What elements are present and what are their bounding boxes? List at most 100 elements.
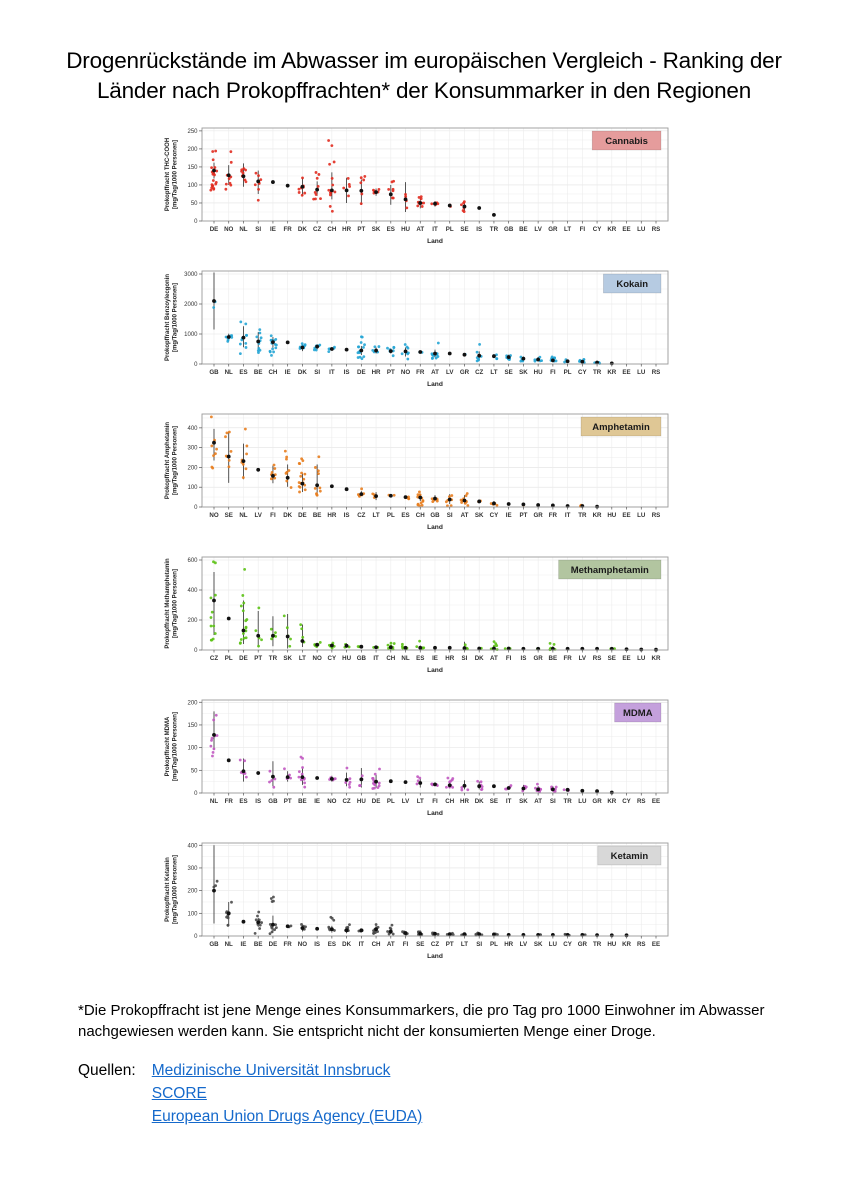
data-points [209, 415, 599, 509]
svg-text:HU: HU [401, 226, 410, 233]
svg-text:HU: HU [607, 512, 616, 519]
source-link-euda[interactable]: European Union Drugs Agency (EUDA) [151, 1107, 423, 1125]
svg-text:DE: DE [357, 369, 366, 376]
data-points [212, 845, 629, 937]
svg-text:0: 0 [194, 934, 198, 940]
svg-text:LU: LU [637, 369, 646, 376]
plot-grid [202, 699, 668, 794]
svg-text:CZ: CZ [210, 655, 218, 662]
page-title-line1: Drogenrückstände im Abwasser im europäis… [66, 48, 782, 73]
svg-text:DK: DK [298, 226, 307, 233]
svg-text:BE: BE [254, 941, 263, 948]
svg-text:RS: RS [637, 941, 646, 948]
svg-text:HR: HR [342, 226, 351, 233]
chart-svg: 0 100 200 300 400 NO SE NL LV FI DK DE BE HR IS CZ LT PL E… [165, 413, 669, 531]
svg-text:FR: FR [549, 512, 558, 519]
y-axis-units: [mg/Tag/1000 Personen] [173, 569, 179, 638]
svg-text:GR: GR [548, 226, 558, 233]
svg-text:LT: LT [373, 512, 380, 519]
svg-text:SE: SE [505, 369, 513, 376]
source-link-score[interactable]: SCORE [151, 1084, 207, 1102]
svg-text:EE: EE [622, 512, 630, 519]
y-axis-units: [mg/Tag/1000 Personen] [173, 283, 179, 352]
source-link-med-uni-innsbruck[interactable]: Medizinische Universität Innsbruck [151, 1061, 391, 1079]
svg-text:SK: SK [283, 655, 292, 662]
svg-text:IS: IS [344, 369, 350, 376]
svg-text:LT: LT [564, 226, 571, 233]
svg-text:HR: HR [445, 655, 454, 662]
svg-text:NO: NO [224, 226, 233, 233]
svg-text:PT: PT [387, 369, 395, 376]
svg-text:300: 300 [187, 445, 198, 451]
svg-text:GB: GB [268, 798, 278, 805]
svg-text:FI: FI [403, 941, 409, 948]
svg-text:LT: LT [461, 941, 468, 948]
svg-text:Methamphetamin: Methamphetamin [571, 565, 649, 576]
svg-text:ES: ES [416, 655, 424, 662]
y-axis: 0 50 100 150 200 250 [187, 129, 202, 225]
x-axis-title: Land [427, 381, 443, 388]
x-axis-title: Land [427, 524, 443, 531]
svg-text:DE: DE [269, 941, 278, 948]
footnote: *Die Prokopffracht ist jene Menge eines … [78, 1000, 798, 1042]
svg-text:GR: GR [533, 512, 543, 519]
svg-text:FR: FR [225, 798, 234, 805]
y-axis-units: [mg/Tag/1000 Personen] [173, 426, 179, 495]
svg-text:IS: IS [520, 655, 526, 662]
svg-text:IT: IT [565, 512, 571, 519]
data-points [209, 138, 496, 217]
svg-text:LV: LV [534, 226, 542, 233]
svg-text:TR: TR [593, 941, 602, 948]
svg-text:PT: PT [284, 798, 292, 805]
chart-methamphetamin: 0 200 400 600 CZ PL DE PT TR SK LT NO CY HU GB IT CH NL ES… [156, 550, 848, 690]
svg-text:SE: SE [490, 798, 498, 805]
svg-text:CZ: CZ [342, 798, 350, 805]
svg-text:CY: CY [622, 798, 631, 805]
svg-text:TR: TR [578, 512, 587, 519]
svg-text:LU: LU [637, 512, 646, 519]
svg-text:GR: GR [592, 798, 602, 805]
svg-text:200: 200 [187, 147, 198, 153]
legend: Methamphetamin [558, 559, 662, 580]
svg-text:0: 0 [194, 648, 198, 654]
y-axis: 0 100 200 300 400 [187, 426, 202, 511]
svg-text:RS: RS [652, 512, 661, 519]
svg-text:CZ: CZ [357, 512, 365, 519]
svg-text:NO: NO [209, 512, 218, 519]
chart-kokain: 0 1000 2000 3000 GB NL ES BE CH IE DK SI IT IS DE HR PT N… [156, 264, 848, 404]
svg-text:FR: FR [416, 369, 425, 376]
x-axis: CZ PL DE PT TR SK LT NO CY HU GB IT CH NL ES IE HR SI DK AT… [210, 649, 661, 662]
svg-text:DK: DK [475, 655, 484, 662]
chart-ketamin: 0 100 200 300 400 GB NL IE BE DE FR NO IS ES DK IT CH AT F… [156, 836, 848, 976]
svg-text:NL: NL [225, 941, 233, 948]
svg-text:BE: BE [313, 512, 322, 519]
svg-text:DE: DE [372, 798, 381, 805]
x-axis: GB NL ES BE CH IE DK SI IT IS DE HR PT NO FR AT LV GR CZ LT… [209, 363, 660, 376]
svg-text:PT: PT [254, 655, 262, 662]
svg-text:KR: KR [607, 369, 616, 376]
footnote-line2: nachgewiesen werden kann. Sie entspricht… [78, 1022, 656, 1040]
svg-text:CZ: CZ [475, 369, 483, 376]
svg-text:PL: PL [225, 655, 233, 662]
svg-text:SE: SE [460, 226, 468, 233]
svg-text:EE: EE [622, 226, 630, 233]
svg-text:DK: DK [283, 512, 292, 519]
svg-text:NO: NO [298, 941, 307, 948]
svg-text:ES: ES [239, 369, 247, 376]
svg-text:CZ: CZ [431, 941, 439, 948]
chart-cannabis: 0 50 100 150 200 250 DE NO NL SI IE FR DK CZ CH HR PT SK E… [156, 121, 848, 261]
svg-text:200: 200 [187, 618, 198, 624]
svg-text:NL: NL [225, 369, 233, 376]
svg-text:100: 100 [187, 485, 198, 491]
svg-text:50: 50 [191, 201, 198, 207]
svg-text:LU: LU [637, 655, 646, 662]
page-title-line2: Länder nach Prokopffrachten* der Konsumm… [96, 78, 752, 104]
svg-text:IT: IT [329, 369, 335, 376]
svg-text:100: 100 [187, 183, 198, 189]
svg-text:200: 200 [187, 888, 198, 894]
svg-text:400: 400 [187, 843, 198, 849]
svg-text:GB: GB [504, 226, 514, 233]
svg-text:3000: 3000 [184, 272, 198, 278]
svg-text:250: 250 [187, 129, 198, 135]
